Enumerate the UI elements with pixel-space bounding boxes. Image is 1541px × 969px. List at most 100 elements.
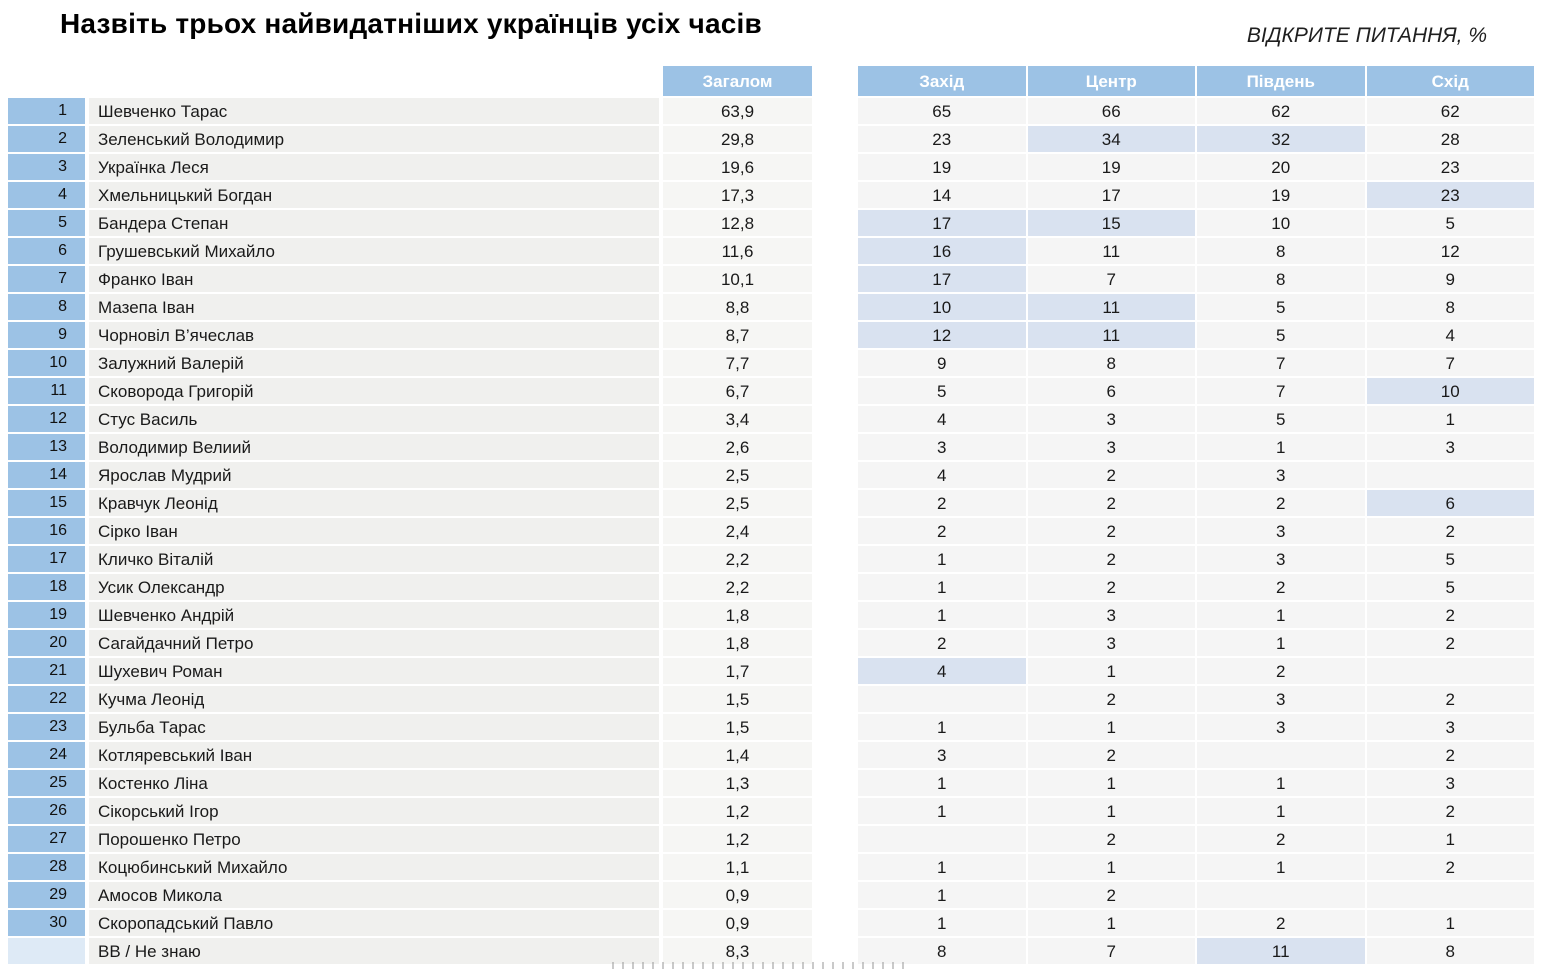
- region-cell: [1197, 742, 1365, 768]
- name-cell: Скоропадський Павло: [89, 910, 659, 936]
- total-cell: 11,6: [663, 238, 812, 264]
- region-cell: 2: [1366, 742, 1534, 768]
- region-cell: 23: [1366, 182, 1534, 208]
- region-cell: 34: [1027, 126, 1195, 152]
- region-cell: 20: [1197, 154, 1365, 180]
- region-cell: 3: [1197, 462, 1365, 488]
- rank-cell: 27: [8, 826, 85, 852]
- regions-table: Захід Центр Південь Схід 65 66 62 62 23 34 32 28 19 1…: [858, 66, 1534, 964]
- rank-cell: 18: [8, 574, 85, 600]
- name-cell: Стус Василь: [89, 406, 659, 432]
- name-cell: Шухевич Роман: [89, 658, 659, 684]
- region-cell: 8: [858, 938, 1026, 964]
- rank-cell: 19: [8, 602, 85, 628]
- region-cell: 6: [1366, 490, 1534, 516]
- region-cell: 1: [1366, 826, 1534, 852]
- region-cell: 23: [858, 126, 1026, 152]
- rank-cell: 8: [8, 294, 85, 320]
- rank-cell: 4: [8, 182, 85, 208]
- region-cell: 1: [858, 770, 1026, 796]
- name-cell: Українка Леся: [89, 154, 659, 180]
- region-cell: 3: [1197, 546, 1365, 572]
- name-cell: Сагайдачний Петро: [89, 630, 659, 656]
- cutoff-text-artifact: [612, 962, 904, 969]
- region-cell: 17: [858, 266, 1026, 292]
- region-cell: 11: [1027, 322, 1195, 348]
- rank-cell: 10: [8, 350, 85, 376]
- region-cell: 10: [1197, 210, 1365, 236]
- region-cell: 1: [1197, 630, 1365, 656]
- region-cell: 2: [858, 630, 1026, 656]
- rank-cell: 2: [8, 126, 85, 152]
- region-cell: 1: [858, 602, 1026, 628]
- region-cell: 19: [1027, 154, 1195, 180]
- region-cell: 4: [858, 462, 1026, 488]
- rank-cell: 21: [8, 658, 85, 684]
- region-cell: 1: [1027, 798, 1195, 824]
- region-cell: 23: [1366, 154, 1534, 180]
- region-cell: 1: [1197, 434, 1365, 460]
- name-cell: Бульба Тарас: [89, 714, 659, 740]
- name-cell: Сікорський Ігор: [89, 798, 659, 824]
- region-cell: 1: [858, 714, 1026, 740]
- region-cell: 1: [858, 546, 1026, 572]
- rank-cell: 30: [8, 910, 85, 936]
- total-cell: 8,8: [663, 294, 812, 320]
- region-cell: 8: [1197, 266, 1365, 292]
- name-cell: Франко Іван: [89, 266, 659, 292]
- region-cell: 3: [1366, 434, 1534, 460]
- region-cell: 2: [1366, 686, 1534, 712]
- region-cell: 1: [1027, 658, 1195, 684]
- region-cell: 10: [858, 294, 1026, 320]
- region-cell: 2: [858, 490, 1026, 516]
- region-cell: 2: [1197, 490, 1365, 516]
- region-cell: 3: [858, 742, 1026, 768]
- rank-cell: 11: [8, 378, 85, 404]
- total-cell: 1,4: [663, 742, 812, 768]
- region-cell: 14: [858, 182, 1026, 208]
- region-cell: 3: [1027, 434, 1195, 460]
- name-cell: Коцюбинський Михайло: [89, 854, 659, 880]
- region-cell: 19: [1197, 182, 1365, 208]
- region-cell: 1: [1366, 406, 1534, 432]
- region-cell: 1: [1027, 854, 1195, 880]
- rank-cell: 22: [8, 686, 85, 712]
- region-cell: 1: [858, 854, 1026, 880]
- region-cell: 7: [1027, 938, 1195, 964]
- region-cell: 66: [1027, 98, 1195, 124]
- region-cell: 7: [1366, 350, 1534, 376]
- total-cell: 2,2: [663, 546, 812, 572]
- region-cell: 4: [858, 658, 1026, 684]
- total-cell: 2,2: [663, 574, 812, 600]
- region-cell: 4: [1366, 322, 1534, 348]
- region-cell: 5: [1366, 210, 1534, 236]
- total-cell: 1,5: [663, 714, 812, 740]
- name-cell: Ярослав Мудрий: [89, 462, 659, 488]
- region-cell: 1: [858, 882, 1026, 908]
- region-cell: 3: [1027, 406, 1195, 432]
- rank-cell: 29: [8, 882, 85, 908]
- total-cell: 1,3: [663, 770, 812, 796]
- region-cell: [1366, 658, 1534, 684]
- region-cell: 2: [858, 518, 1026, 544]
- total-cell: 7,7: [663, 350, 812, 376]
- main-ranking-table: Загалом 1 Шевченко Тарас 63,9 2 Зеленський Во…: [8, 66, 812, 964]
- region-cell: 6: [1027, 378, 1195, 404]
- total-cell: 19,6: [663, 154, 812, 180]
- region-cell: [1366, 882, 1534, 908]
- region-cell: 5: [1366, 546, 1534, 572]
- total-cell: 12,8: [663, 210, 812, 236]
- column-header-region-1: Центр: [1027, 66, 1195, 96]
- rank-cell: 1: [8, 98, 85, 124]
- region-cell: 12: [858, 322, 1026, 348]
- name-cell: Мазепа Іван: [89, 294, 659, 320]
- region-cell: 3: [858, 434, 1026, 460]
- header-spacer-name: [89, 66, 659, 96]
- rank-cell: 13: [8, 434, 85, 460]
- region-cell: 1: [858, 574, 1026, 600]
- name-cell: Шевченко Андрій: [89, 602, 659, 628]
- total-cell: 2,5: [663, 462, 812, 488]
- region-cell: 28: [1366, 126, 1534, 152]
- region-cell: 5: [1197, 322, 1365, 348]
- rank-cell: 24: [8, 742, 85, 768]
